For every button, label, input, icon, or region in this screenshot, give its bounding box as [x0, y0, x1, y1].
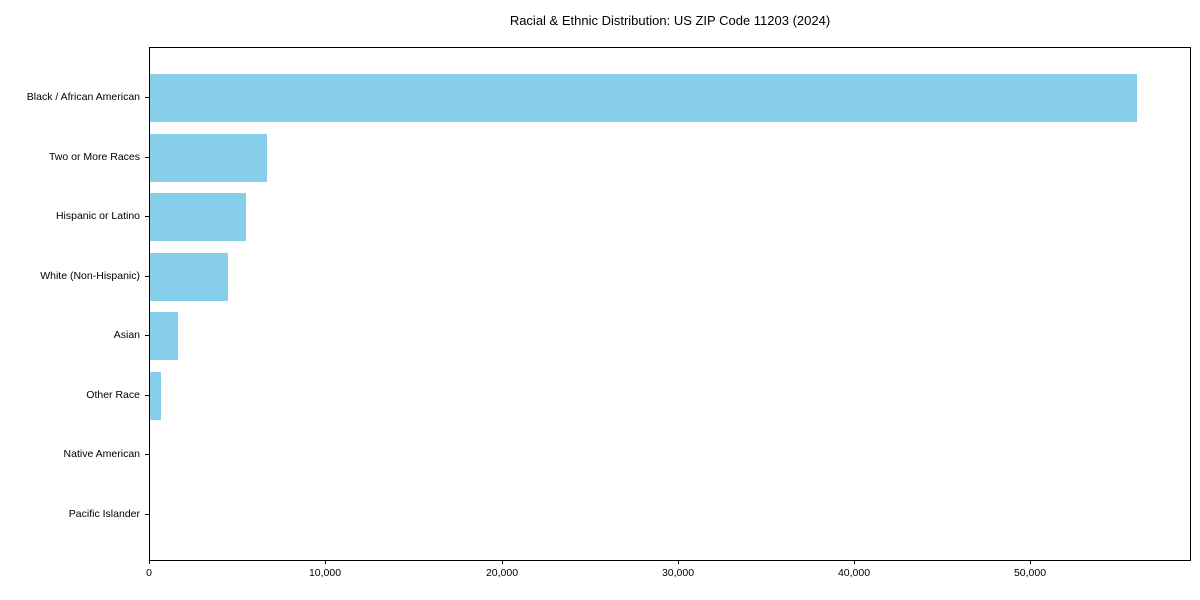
x-tick-label: 50,000: [1013, 567, 1047, 579]
bar: [150, 371, 161, 420]
y-tick-label: Asian: [113, 329, 140, 341]
y-tick-mark: [145, 276, 149, 277]
y-tick-label: Two or More Races: [48, 151, 140, 163]
y-tick-mark: [145, 395, 149, 396]
y-tick-mark: [145, 97, 149, 98]
y-tick-label: Black / African American: [26, 91, 140, 103]
x-tick-label: 10,000: [308, 567, 342, 579]
y-tick-mark: [145, 157, 149, 158]
y-tick-mark: [145, 514, 149, 515]
bar: [150, 133, 267, 182]
y-tick-mark: [145, 335, 149, 336]
x-tick-label: 0: [146, 567, 152, 579]
y-tick-mark: [145, 216, 149, 217]
bar: [150, 74, 1137, 122]
y-tick-mark: [145, 454, 149, 455]
plot-area: [149, 47, 1191, 561]
y-tick-label: Hispanic or Latino: [55, 210, 140, 222]
bar: [150, 193, 246, 242]
y-tick-label: Native American: [63, 448, 140, 460]
x-tick-mark: [854, 560, 855, 564]
y-tick-label: Pacific Islander: [68, 508, 140, 520]
bar: [150, 312, 178, 361]
x-tick-mark: [149, 560, 150, 564]
chart-title: Racial & Ethnic Distribution: US ZIP Cod…: [509, 13, 831, 28]
x-tick-label: 30,000: [661, 567, 695, 579]
x-tick-mark: [502, 560, 503, 564]
y-tick-label: Other Race: [86, 389, 140, 401]
bar: [150, 252, 228, 301]
y-tick-label: White (Non-Hispanic): [40, 270, 140, 282]
x-tick-label: 40,000: [837, 567, 871, 579]
x-tick-mark: [678, 560, 679, 564]
x-tick-mark: [325, 560, 326, 564]
x-tick-mark: [1030, 560, 1031, 564]
x-tick-label: 20,000: [485, 567, 519, 579]
